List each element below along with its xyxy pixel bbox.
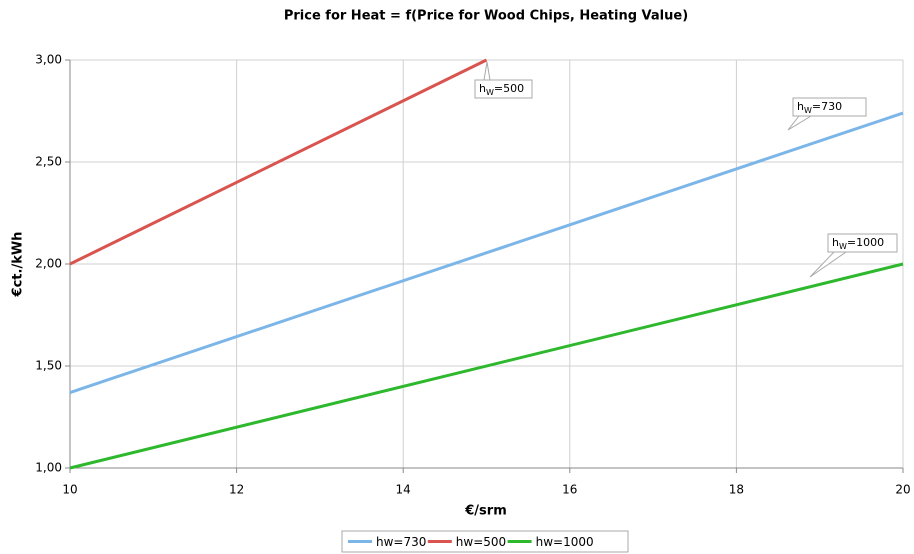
- annotation-tail: =500: [494, 82, 524, 95]
- annotation-text: h: [832, 236, 839, 249]
- annotation-sub: W: [486, 88, 494, 97]
- x-tick-label: 20: [895, 483, 910, 497]
- annotation-tail: =1000: [847, 236, 884, 249]
- y-tick-label: 3,00: [35, 53, 62, 67]
- x-axis-label: €/srm: [464, 504, 507, 519]
- y-tick-label: 2,50: [35, 155, 62, 169]
- legend-label: hw=730: [376, 535, 426, 549]
- annotation-text: h: [479, 82, 486, 95]
- annotation-sub: W: [804, 106, 812, 115]
- series-line: [69, 58, 488, 266]
- y-axis-label: €ct./kWh: [11, 232, 26, 298]
- y-tick-label: 1,00: [35, 461, 62, 475]
- x-tick-label: 12: [229, 483, 244, 497]
- callout-box: [792, 97, 867, 117]
- callout-box: [474, 79, 533, 99]
- series-line: [69, 111, 904, 394]
- x-tick-label: 16: [562, 483, 577, 497]
- callout-box: [827, 233, 898, 253]
- y-tick-label: 2,00: [35, 257, 62, 271]
- y-tick-label: 1,50: [35, 359, 62, 373]
- annotation: hW=730: [797, 100, 842, 115]
- annotation-tail: =730: [812, 100, 842, 113]
- legend-box: [341, 530, 629, 553]
- annotation: hW=1000: [832, 236, 884, 251]
- annotation-text: h: [797, 100, 804, 113]
- series-line: [69, 262, 904, 470]
- chart-title: Price for Heat = f(Price for Wood Chips,…: [284, 9, 688, 24]
- callout-pointer: [809, 251, 847, 278]
- x-tick-label: 14: [396, 483, 411, 497]
- legend-label: hw=1000: [536, 535, 594, 549]
- annotation: hW=500: [479, 82, 524, 97]
- callout-pointer: [787, 115, 812, 131]
- x-tick-label: 18: [729, 483, 744, 497]
- annotation-sub: W: [839, 242, 847, 251]
- legend-label: hw=500: [456, 535, 506, 549]
- x-tick-label: 10: [62, 483, 77, 497]
